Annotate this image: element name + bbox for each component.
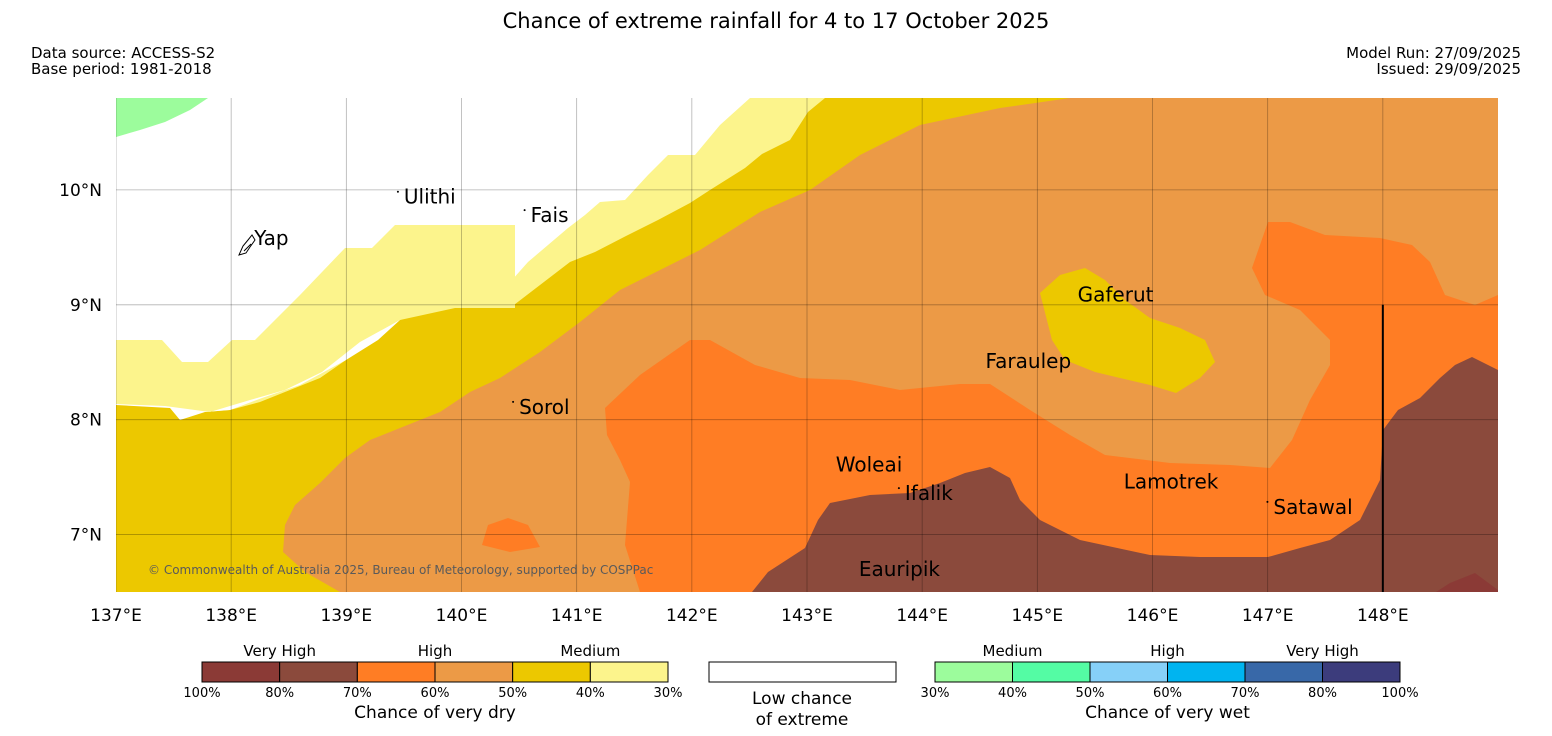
run-info: Model Run: 27/09/2025 Issued: 29/09/2025 xyxy=(1346,45,1521,77)
legend-tick: 60% xyxy=(1153,686,1182,701)
region-very-high-dry xyxy=(752,357,1498,592)
legend-tick: 70% xyxy=(1231,686,1260,701)
place-label-sorol: Sorol xyxy=(519,395,570,419)
legend-swatch xyxy=(434,661,514,683)
yap-island-shape xyxy=(238,234,256,256)
place-label-ulithi: Ulithi xyxy=(404,185,456,209)
island-marker xyxy=(396,190,399,193)
place-label-ifalik: Ifalik xyxy=(905,481,953,505)
place-label-lamotrek: Lamotrek xyxy=(1124,470,1219,494)
legend-header: Very High xyxy=(243,642,316,660)
copyright-text: © Commonwealth of Australia 2025, Bureau… xyxy=(148,563,653,577)
legend-tick: 30% xyxy=(654,686,683,701)
legend-swatch xyxy=(279,661,358,683)
legend-tick: 40% xyxy=(576,686,605,701)
island-marker xyxy=(523,209,526,212)
legend-tick: 100% xyxy=(183,686,220,701)
lon-tick-label: 140°E xyxy=(436,606,488,626)
source-info: Data source: ACCESS-S2 Base period: 1981… xyxy=(31,45,215,77)
lon-tick-label: 146°E xyxy=(1127,606,1179,626)
legend-caption: Chance of very dry xyxy=(354,703,516,723)
data-source: Data source: ACCESS-S2 xyxy=(31,44,216,62)
place-label-yap: Yap xyxy=(253,226,288,250)
legend-swatch xyxy=(201,661,281,683)
legend-dry: 100% 80% 70% 60% 50% 40% 30% Very High High Mediu… xyxy=(183,642,682,723)
lon-tick-label: 137°E xyxy=(90,606,142,626)
lon-tick-label: 145°E xyxy=(1011,606,1063,626)
region-low-chance-tail xyxy=(116,225,515,412)
region-high-dry-70 xyxy=(605,222,1498,592)
legend-tick: 40% xyxy=(998,686,1027,701)
place-label-eauripik: Eauripik xyxy=(859,557,941,581)
legend-tick: 80% xyxy=(1308,686,1337,701)
base-period: Base period: 1981-2018 xyxy=(31,60,212,78)
lon-tick-label: 143°E xyxy=(781,606,833,626)
region-gaferut-medium xyxy=(1040,268,1215,393)
legend-swatch xyxy=(1089,661,1168,683)
place-label-satawal: Satawal xyxy=(1273,495,1352,519)
place-label-woleai: Woleai xyxy=(836,452,903,476)
legend-swatch xyxy=(1012,661,1091,683)
model-run: Model Run: 27/09/2025 xyxy=(1346,44,1521,62)
island-marker xyxy=(897,487,900,490)
legend-header: High xyxy=(1150,642,1184,660)
legend-header: Very High xyxy=(1286,642,1359,660)
island-marker xyxy=(1266,500,1269,503)
island-marker xyxy=(512,400,515,403)
map-regions: © Commonwealth of Australia 2025, Bureau… xyxy=(116,98,1498,592)
region-very-high-dry-100 xyxy=(1436,573,1498,592)
lon-tick-label: 141°E xyxy=(551,606,603,626)
lat-tick-label: 7°N xyxy=(70,526,102,546)
latitude-ticks: 10°N 9°N 8°N 7°N xyxy=(59,181,102,546)
legend-header: Medium xyxy=(983,642,1043,660)
lat-tick-label: 9°N xyxy=(70,296,102,316)
lon-tick-label: 148°E xyxy=(1357,606,1409,626)
legend-swatch xyxy=(512,661,591,683)
legend-low-swatch xyxy=(708,661,897,683)
lat-tick-label: 8°N xyxy=(70,411,102,431)
legend-swatch xyxy=(589,661,669,683)
legend-tick: 60% xyxy=(421,686,450,701)
legend-swatch xyxy=(1322,661,1401,683)
region-medium-wet xyxy=(116,98,208,137)
longitude-ticks: 137°E 138°E 139°E 140°E 141°E 142°E 143°E 144°E… xyxy=(90,606,1409,626)
legend-header: High xyxy=(418,642,452,660)
legend-tick: 100% xyxy=(1381,686,1418,701)
legend-swatch xyxy=(356,661,436,683)
place-label-fais: Fais xyxy=(531,203,569,227)
lon-tick-label: 147°E xyxy=(1242,606,1294,626)
lon-tick-label: 142°E xyxy=(666,606,718,626)
place-label-faraulep: Faraulep xyxy=(986,349,1072,373)
legend-caption: Chance of very wet xyxy=(1085,703,1250,723)
lon-tick-label: 144°E xyxy=(896,606,948,626)
place-labels: Yap Ulithi Fais Gaferut Faraulep Sorol WoleaiI… xyxy=(253,185,1352,581)
legend-tick: 30% xyxy=(921,686,950,701)
lon-tick-label: 138°E xyxy=(205,606,257,626)
legend-wet: 30% 40% 50% 60% 70% 80% 100% Medium High Very Hig… xyxy=(921,642,1419,723)
lat-tick-label: 10°N xyxy=(59,181,102,201)
legend-low-caption-2: of extreme xyxy=(756,710,849,730)
legend-swatch xyxy=(934,661,1013,683)
legend-tick: 50% xyxy=(498,686,527,701)
chart-title: Chance of extreme rainfall for 4 to 17 O… xyxy=(502,9,1050,33)
legend-low: Low chance of extreme xyxy=(708,661,897,730)
region-high-dry-70-patch xyxy=(482,518,540,552)
legend-tick: 80% xyxy=(265,686,294,701)
legend-swatch xyxy=(1167,661,1246,683)
place-label-gaferut: Gaferut xyxy=(1078,282,1154,306)
legend-swatch xyxy=(1244,661,1323,683)
legend-low-caption-1: Low chance xyxy=(752,689,852,709)
lon-tick-label: 139°E xyxy=(320,606,372,626)
legend-header: Medium xyxy=(560,642,620,660)
issued-date: Issued: 29/09/2025 xyxy=(1376,60,1521,78)
legend-tick: 50% xyxy=(1076,686,1105,701)
legend-tick: 70% xyxy=(343,686,372,701)
